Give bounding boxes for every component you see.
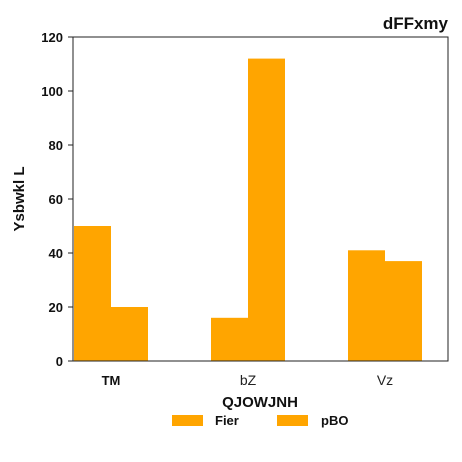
x-axis-label: QJOWJNH <box>222 394 298 411</box>
bar-fier-bz <box>211 317 248 361</box>
y-tick-label: 0 <box>56 354 63 369</box>
y-tick-label: 60 <box>49 192 63 207</box>
y-tick-label: 80 <box>49 138 63 153</box>
legend-swatch-pbo <box>277 415 308 426</box>
x-tick-label: bZ <box>240 372 257 388</box>
y-tick-label: 120 <box>41 30 63 45</box>
legend-label-pbo: pBO <box>321 413 348 428</box>
bar-pbo-tm <box>111 307 148 361</box>
y-tick-label: 20 <box>49 300 63 315</box>
y-axis-label: Ysbwkl L <box>11 166 28 231</box>
chart-title: dFFxmy <box>383 14 449 33</box>
bar-fier-tm <box>74 226 111 361</box>
bar-fier-vz <box>348 250 385 361</box>
y-axis-ticks: 0 20 40 60 80 100 120 <box>41 30 73 369</box>
legend-label-fier: Fier <box>215 413 239 428</box>
bars-group <box>74 58 422 361</box>
plot-frame <box>72 36 449 362</box>
bar-pbo-bz <box>248 58 285 361</box>
legend-swatch-fier <box>172 415 203 426</box>
y-tick-label: 100 <box>41 84 63 99</box>
x-axis-ticks: TM bZ Vz <box>102 372 394 388</box>
legend: Fier pBO <box>172 413 348 428</box>
y-tick-label: 40 <box>49 246 63 261</box>
bar-pbo-vz <box>385 261 422 361</box>
x-tick-label: TM <box>102 373 121 388</box>
x-tick-label: Vz <box>377 372 393 388</box>
